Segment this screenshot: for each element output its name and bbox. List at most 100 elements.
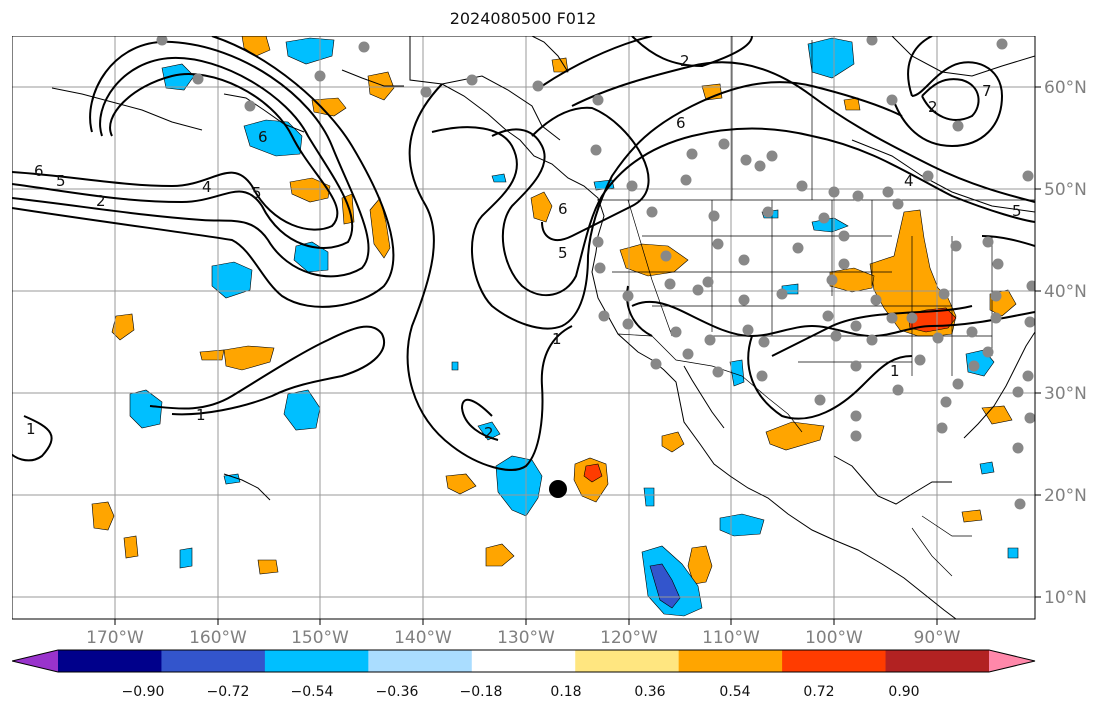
negative-anomaly-region bbox=[643, 487, 655, 507]
positive-anomaly-region bbox=[123, 535, 139, 559]
lon-label: 90°W bbox=[914, 628, 961, 646]
colorbar-outline bbox=[12, 649, 1036, 673]
colorbar-cell bbox=[368, 650, 473, 672]
strong-positive-region bbox=[583, 463, 603, 483]
negative-anomaly-region bbox=[129, 389, 163, 429]
contour-label: 1 bbox=[196, 406, 206, 424]
station-points bbox=[156, 36, 1035, 510]
longitude-labels: 170°W 160°W 150°W 140°W 130°W 120°W 110°… bbox=[86, 628, 961, 646]
positive-anomaly-region bbox=[661, 431, 685, 453]
colorbar-label: 0.18 bbox=[550, 684, 581, 698]
negative-anomaly-region bbox=[161, 63, 195, 91]
lon-label: 120°W bbox=[600, 628, 658, 646]
negative-anomaly-region bbox=[719, 513, 765, 537]
colorbar-extend-low bbox=[12, 650, 58, 672]
lat-label: 50°N bbox=[1044, 180, 1087, 200]
colorbar-label: 0.36 bbox=[634, 684, 665, 698]
contour-label: 2 bbox=[484, 424, 494, 442]
positive-anomaly-region bbox=[687, 545, 713, 585]
positive-anomaly-region bbox=[223, 345, 275, 371]
positive-anomaly-region bbox=[619, 243, 689, 277]
contour-label: 1 bbox=[552, 330, 562, 348]
contour-label: 6 bbox=[258, 128, 268, 146]
colorbar-cell bbox=[264, 650, 369, 672]
contour-label: 2 bbox=[96, 192, 106, 210]
negative-anomaly-region bbox=[283, 389, 321, 431]
negative-anomaly-region bbox=[1007, 547, 1019, 559]
negative-anomaly-region bbox=[179, 547, 193, 569]
lon-label: 140°W bbox=[394, 628, 452, 646]
contour-label: 1 bbox=[890, 362, 900, 380]
positive-anomaly-region bbox=[829, 267, 875, 293]
colorbar-cell bbox=[885, 650, 990, 672]
lon-label: 110°W bbox=[702, 628, 760, 646]
colorbar-cell bbox=[471, 650, 576, 672]
contour-label: 6 bbox=[34, 162, 44, 180]
colorbar-label: 0.90 bbox=[888, 684, 919, 698]
colorbar-label: −0.90 bbox=[122, 684, 165, 698]
contour-label: 5 bbox=[252, 184, 262, 202]
colorbar-cell bbox=[161, 650, 266, 672]
contour-label: 4 bbox=[904, 172, 914, 190]
map-frame bbox=[12, 36, 1036, 620]
positive-anomaly-region bbox=[367, 71, 395, 101]
positive-anomaly-region bbox=[199, 349, 225, 361]
lon-label: 170°W bbox=[86, 628, 144, 646]
colorbar-cell bbox=[782, 650, 887, 672]
lat-label: 40°N bbox=[1044, 282, 1087, 302]
positive-anomaly-region bbox=[257, 559, 279, 575]
colorbar-label: −0.72 bbox=[207, 684, 250, 698]
positive-anomaly-region bbox=[111, 313, 135, 341]
map-title: 2024080500 F012 bbox=[449, 9, 597, 28]
colorbar-label: 0.54 bbox=[719, 684, 750, 698]
positive-anomaly-region bbox=[289, 177, 331, 203]
positive-anomaly-region bbox=[961, 509, 983, 523]
weather-map: 1 1 1 1 2 2 2 2 4 4 5 5 5 5 6 6 6 6 7 bbox=[12, 36, 1087, 646]
lon-label: 150°W bbox=[291, 628, 349, 646]
negative-anomaly-region bbox=[491, 173, 507, 183]
contour-label: 2 bbox=[680, 52, 690, 70]
positive-anomaly-region bbox=[369, 197, 391, 259]
graticule bbox=[12, 36, 1035, 619]
negative-anomaly-region bbox=[729, 359, 745, 387]
positive-anomaly-region bbox=[765, 421, 825, 451]
positive-anomaly-region bbox=[241, 36, 271, 57]
colorbar-extend-high bbox=[989, 650, 1035, 672]
negative-anomaly-region bbox=[495, 455, 543, 517]
colorbar-cell bbox=[575, 650, 680, 672]
colorbar-label: −0.36 bbox=[376, 684, 419, 698]
colorbar: −0.90 −0.72 −0.54 −0.36 −0.18 0.18 0.36 … bbox=[12, 649, 1036, 698]
colorbar-label: 0.72 bbox=[803, 684, 834, 698]
negative-anomaly-region bbox=[451, 361, 459, 371]
colorbar-cell bbox=[678, 650, 783, 672]
positive-anomaly-region bbox=[311, 97, 347, 117]
marker-black-dot bbox=[549, 480, 567, 498]
shaded-anomalies bbox=[91, 36, 1019, 617]
contour-label: 5 bbox=[56, 172, 66, 190]
colorbar-label: −0.18 bbox=[460, 684, 503, 698]
lon-label: 100°W bbox=[805, 628, 863, 646]
lat-label: 20°N bbox=[1044, 486, 1087, 506]
contours bbox=[12, 36, 1035, 471]
contour-label: 2 bbox=[928, 98, 938, 116]
contour-label: 1 bbox=[26, 420, 36, 438]
lat-label: 30°N bbox=[1044, 384, 1087, 404]
coastlines bbox=[51, 36, 1035, 619]
contour-labels: 1 1 1 1 2 2 2 2 4 4 5 5 5 5 6 6 6 6 7 bbox=[26, 52, 1022, 442]
lat-label: 60°N bbox=[1044, 78, 1087, 98]
contour-label: 6 bbox=[676, 114, 686, 132]
positive-anomaly-region bbox=[530, 191, 553, 223]
colorbar-labels: −0.90 −0.72 −0.54 −0.36 −0.18 0.18 0.36 … bbox=[122, 684, 920, 698]
lat-label: 10°N bbox=[1044, 588, 1087, 608]
latitude-labels: 60°N 50°N 40°N 30°N 20°N 10°N bbox=[1044, 78, 1087, 608]
negative-anomaly-region bbox=[211, 261, 253, 299]
contour-label: 4 bbox=[202, 178, 212, 196]
negative-anomaly-region bbox=[807, 37, 855, 79]
contour-label: 6 bbox=[558, 200, 568, 218]
colorbar-label: −0.54 bbox=[291, 684, 334, 698]
colorbar-cell bbox=[58, 650, 162, 672]
negative-anomaly-region bbox=[979, 461, 995, 475]
contour-label: 5 bbox=[558, 244, 568, 262]
positive-anomaly-region bbox=[485, 543, 515, 567]
negative-anomaly-region bbox=[223, 473, 241, 485]
